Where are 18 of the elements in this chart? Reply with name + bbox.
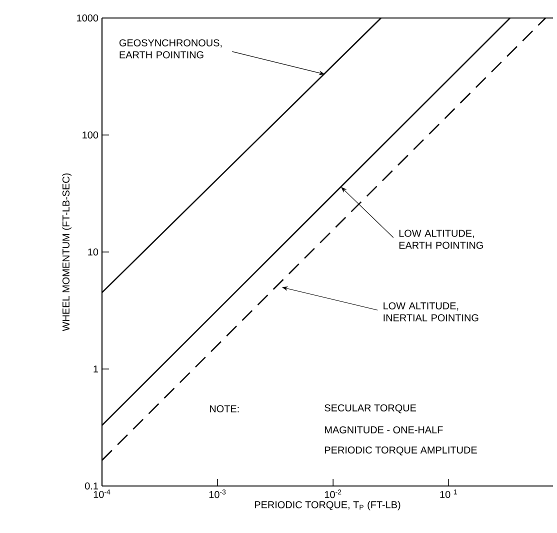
annotation: MAGNITUDE - ONE-HALF: [325, 426, 443, 434]
x-tick-label: 10$^{-4}$: [94, 490, 110, 498]
y-tick-label: 10: [88, 248, 98, 256]
x-axis-title: PERIODIC TORQUE, T$_{P}$ (FT-LB): [254, 500, 400, 510]
x-tick-label: 10 $^{1}$: [440, 490, 457, 498]
annotation: LOW ALTITUDE, EARTH POINTING: [399, 230, 483, 249]
y-tick-label: 100: [82, 131, 98, 139]
annotation: NOTE:: [210, 405, 239, 412]
y-tick-label: 1000: [77, 14, 98, 22]
annotation: SECULAR TORQUE: [324, 404, 416, 414]
annotation: GEOSYNCHRONOUS, EARTH POINTING: [119, 39, 222, 58]
y-tick-label: 0.1: [85, 482, 98, 490]
x-tick-label: 10$^{-3}$: [209, 490, 226, 498]
annotation: LOW ALTITUDE, INERTIAL POINTING: [384, 302, 478, 322]
y-axis-title: WHEEL MOMENTUM (FT-LB-SEC): [62, 173, 72, 332]
annotation: PERIODIC TORQUE AMPLITUDE: [325, 446, 477, 456]
y-tick-label: 1: [94, 366, 98, 372]
x-tick-label: 10$^{-2}$: [324, 490, 342, 498]
